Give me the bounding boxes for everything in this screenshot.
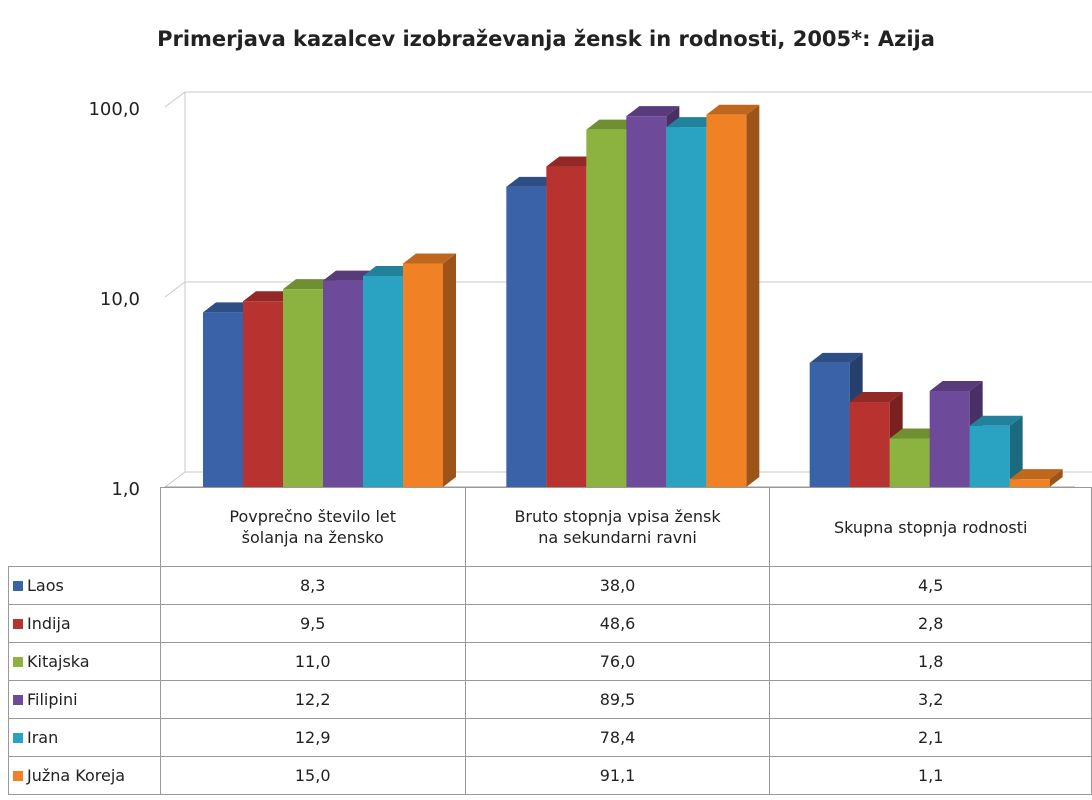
bar-front [666, 127, 707, 487]
value-label: 78,4 [464, 718, 771, 757]
bar-front [929, 391, 970, 487]
value-label: 3,2 [769, 680, 1092, 719]
legend-swatch [13, 771, 23, 781]
bar-front [203, 312, 243, 487]
bar-side [443, 253, 456, 487]
legend-label: Filipini [27, 690, 78, 709]
bar-front [706, 114, 747, 488]
bar-side [746, 104, 760, 488]
bar-front [1009, 479, 1050, 487]
bar [1009, 469, 1063, 487]
header-row: Povprečno število let šolanja na žensko B… [9, 487, 1092, 567]
bar-front [586, 129, 627, 487]
legend-swatch [13, 581, 23, 591]
legend-swatch [13, 733, 23, 743]
value-label: 4,5 [769, 566, 1092, 605]
bar-front [363, 275, 403, 487]
value-label: 1,8 [769, 642, 1092, 681]
value-label: 1,1 [769, 756, 1092, 795]
table-row: Filipini 12,2 89,5 3,2 [8, 680, 1092, 719]
legend-label: Indija [27, 614, 71, 633]
value-label: 2,1 [769, 718, 1092, 757]
value-label: 8,3 [159, 566, 466, 605]
bar-top [626, 106, 680, 117]
bar-front [849, 402, 890, 487]
bar-front [969, 425, 1010, 487]
legend-label: Južna Koreja [27, 766, 126, 785]
value-label: 2,8 [769, 604, 1092, 643]
grid-line [164, 91, 1092, 108]
bar-top [203, 302, 256, 313]
legend-label: Laos [27, 576, 64, 595]
bar-top [403, 253, 456, 264]
bar [969, 415, 1023, 487]
value-label: 91,1 [464, 756, 771, 795]
table-row: Indija 9,5 48,6 2,8 [8, 604, 1092, 643]
legend-cell: Indija [8, 604, 161, 643]
bar [706, 104, 760, 488]
value-label: 38,0 [464, 566, 771, 605]
value-label: 89,5 [464, 680, 771, 719]
bar-top [706, 104, 760, 115]
bar-top [283, 279, 336, 290]
table-row: Južna Koreja 15,0 91,1 1,1 [8, 756, 1092, 795]
bar-front [323, 280, 363, 487]
legend-cell: Kitajska [8, 642, 161, 681]
value-label: 76,0 [464, 642, 771, 681]
bar-top [849, 392, 903, 403]
legend-cell: Filipini [8, 680, 161, 719]
bar-top [889, 428, 943, 439]
bar-front [546, 166, 587, 487]
table-row: Kitajska 11,0 76,0 1,8 [8, 642, 1092, 681]
bar-top [586, 119, 640, 130]
bar-front [626, 116, 667, 487]
value-label: 48,6 [464, 604, 771, 643]
legend-cell: Iran [8, 718, 161, 757]
legend-label: Iran [27, 728, 59, 747]
category-label: Povprečno število let šolanja na žensko [159, 487, 466, 567]
bar-top [506, 176, 560, 187]
bar-top [546, 156, 600, 167]
bar-front [283, 289, 323, 487]
bar-front [889, 438, 930, 487]
value-label: 12,2 [159, 680, 466, 719]
bar-front [506, 186, 547, 487]
legend-swatch [13, 695, 23, 705]
bar-side [1049, 469, 1063, 487]
y-tick-label: 100,0 [88, 99, 140, 120]
data-table: Povprečno število let šolanja na žensko B… [8, 487, 1092, 795]
legend-cell: Južna Koreja [8, 756, 161, 795]
category-label: Skupna stopnja rodnosti [769, 487, 1092, 567]
corner [9, 488, 161, 567]
bar-top [929, 381, 983, 392]
table-row: Iran 12,9 78,4 2,1 [8, 718, 1092, 757]
table-row: Laos 8,3 38,0 4,5 [8, 566, 1092, 605]
chart-title: Primerjava kazalcev izobraževanja žensk … [157, 27, 935, 51]
value-label: 15,0 [159, 756, 466, 795]
legend-swatch [13, 619, 23, 629]
bar-top [969, 415, 1023, 426]
y-tick-label: 1,0 [111, 479, 140, 500]
bar-front [809, 362, 850, 487]
bar [403, 253, 456, 487]
legend-swatch [13, 657, 23, 667]
legend-label: Kitajska [27, 652, 90, 671]
bar-top [363, 265, 416, 276]
bar-top [243, 291, 296, 302]
bar-top [323, 270, 376, 281]
bar-side [1009, 415, 1023, 487]
bar-top [809, 352, 863, 363]
value-label: 9,5 [159, 604, 466, 643]
category-label: Bruto stopnja vpisa žensk na sekundarni … [464, 487, 771, 567]
value-label: 11,0 [159, 642, 466, 681]
bar-top [1009, 469, 1063, 480]
legend-cell: Laos [8, 566, 161, 605]
bar-top [666, 117, 720, 128]
bar-front [403, 263, 443, 487]
value-label: 12,9 [159, 718, 466, 757]
y-tick-label: 10,0 [100, 289, 140, 310]
bar-front [243, 301, 283, 487]
